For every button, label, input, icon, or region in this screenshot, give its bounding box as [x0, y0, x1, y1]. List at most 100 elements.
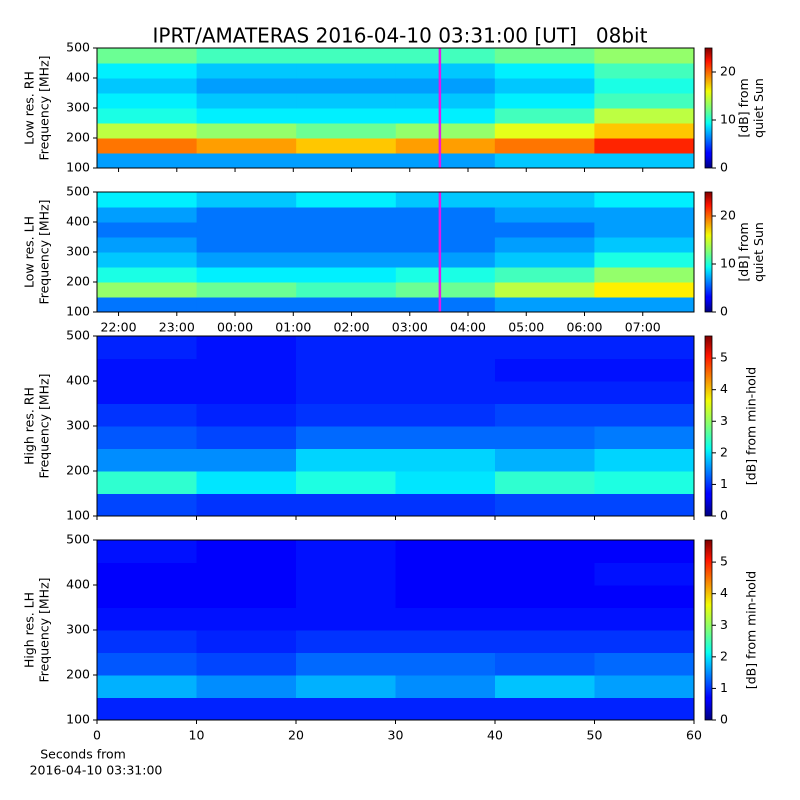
heat-cell [494, 138, 595, 154]
heat-cell [594, 237, 695, 253]
y-tick-label: 200 [66, 667, 90, 682]
heat-cell [97, 336, 197, 359]
heat-cell [594, 607, 695, 631]
heat-cell [495, 403, 595, 427]
x-tick-label: 01:00 [275, 320, 311, 335]
heat-cell [495, 585, 595, 608]
colorbar-tick-label: 20 [720, 208, 736, 223]
heat-cell [594, 207, 695, 223]
heat-cell [196, 540, 297, 563]
heat-cell [296, 297, 397, 313]
heat-cell [395, 493, 496, 517]
colorbar-tick-label: 10 [720, 256, 736, 271]
heat-cell [395, 192, 496, 208]
heat-cell [594, 630, 695, 653]
heat-cell [97, 93, 198, 109]
heat-cell [395, 93, 496, 109]
heat-cell [594, 652, 695, 676]
heat-cell [97, 108, 198, 124]
heat-cell [97, 207, 198, 223]
y-axis-label: Low res. RH [22, 71, 37, 145]
heat-cell [97, 607, 197, 631]
heat-cell [395, 336, 496, 359]
heat-cell [296, 267, 397, 283]
heat-cell [395, 630, 496, 653]
heat-cell [196, 403, 297, 427]
y-tick-label: 500 [66, 40, 90, 55]
heat-cell [495, 471, 595, 494]
heat-cell [494, 153, 595, 169]
y-tick-label: 400 [66, 373, 90, 388]
heat-cell [296, 562, 396, 586]
heat-cell [97, 267, 198, 283]
colorbar-label: [dB] from min-hold [744, 571, 759, 689]
heat-cell [494, 48, 595, 64]
heat-cell [97, 403, 197, 427]
x-tick-label: 40 [487, 728, 503, 743]
heat-cell [594, 222, 695, 238]
heat-cell [594, 192, 695, 208]
heat-cell [97, 562, 197, 586]
heat-cell [196, 675, 297, 698]
colorbar-label: [dB] from min-hold [744, 367, 759, 485]
heat-cell [97, 426, 197, 449]
heat-cell [97, 493, 197, 517]
heat-cell [594, 585, 695, 608]
heat-cell [296, 336, 396, 359]
heat-cell [395, 267, 496, 283]
heat-cell [196, 426, 297, 449]
heat-cell [196, 267, 297, 283]
heat-cell [594, 448, 695, 472]
heat-cell [196, 630, 297, 653]
x-tick-label: 02:00 [334, 320, 370, 335]
heat-cell [395, 403, 496, 427]
heat-cell [196, 471, 297, 494]
y-tick-label: 100 [66, 160, 90, 175]
y-tick-label: 400 [66, 70, 90, 85]
heat-cell [196, 138, 297, 154]
heat-cell [395, 252, 496, 268]
heat-cell [594, 540, 695, 563]
heat-cell [395, 78, 496, 94]
heat-cell [494, 78, 595, 94]
heat-cell [296, 153, 397, 169]
heat-cell [196, 448, 297, 472]
heat-cell [196, 607, 297, 631]
colorbar-tick-label: 10 [720, 112, 736, 127]
heat-cell [296, 78, 397, 94]
x-tick-label: 23:00 [159, 320, 195, 335]
heat-cell [196, 63, 297, 79]
heat-cell [395, 222, 496, 238]
heat-cell [196, 358, 297, 382]
heat-cell [494, 222, 595, 238]
colorbar-tick-label: 0 [720, 304, 728, 319]
heat-cell [296, 493, 396, 517]
heat-cell [594, 493, 695, 517]
heat-cell [594, 562, 695, 586]
heat-cell [495, 607, 595, 631]
heat-cell [495, 652, 595, 676]
heat-cell [594, 93, 695, 109]
heat-cell [97, 153, 198, 169]
colorbar-tick-label: 2 [720, 648, 728, 663]
heat-cell [494, 267, 595, 283]
x-tick-label: 10 [189, 728, 205, 743]
heat-cell [494, 237, 595, 253]
heat-cell [196, 93, 297, 109]
heat-cell [196, 222, 297, 238]
colorbar-tick-label: 0 [720, 712, 728, 727]
y-axis-label: Low res. LH [22, 216, 37, 288]
x-axis-label: Seconds from [40, 747, 126, 762]
heat-cell [495, 630, 595, 653]
heat-cell [296, 108, 397, 124]
y-tick-label: 100 [66, 712, 90, 727]
heat-cell [494, 108, 595, 124]
colorbar-label: [dB] from [736, 222, 751, 281]
heat-cell [495, 697, 595, 721]
y-tick-label: 500 [66, 532, 90, 547]
colorbar [704, 47, 713, 169]
x-tick-label: 00:00 [217, 320, 253, 335]
heat-cell [196, 48, 297, 64]
heat-cell [97, 358, 197, 382]
heat-cell [97, 282, 198, 298]
